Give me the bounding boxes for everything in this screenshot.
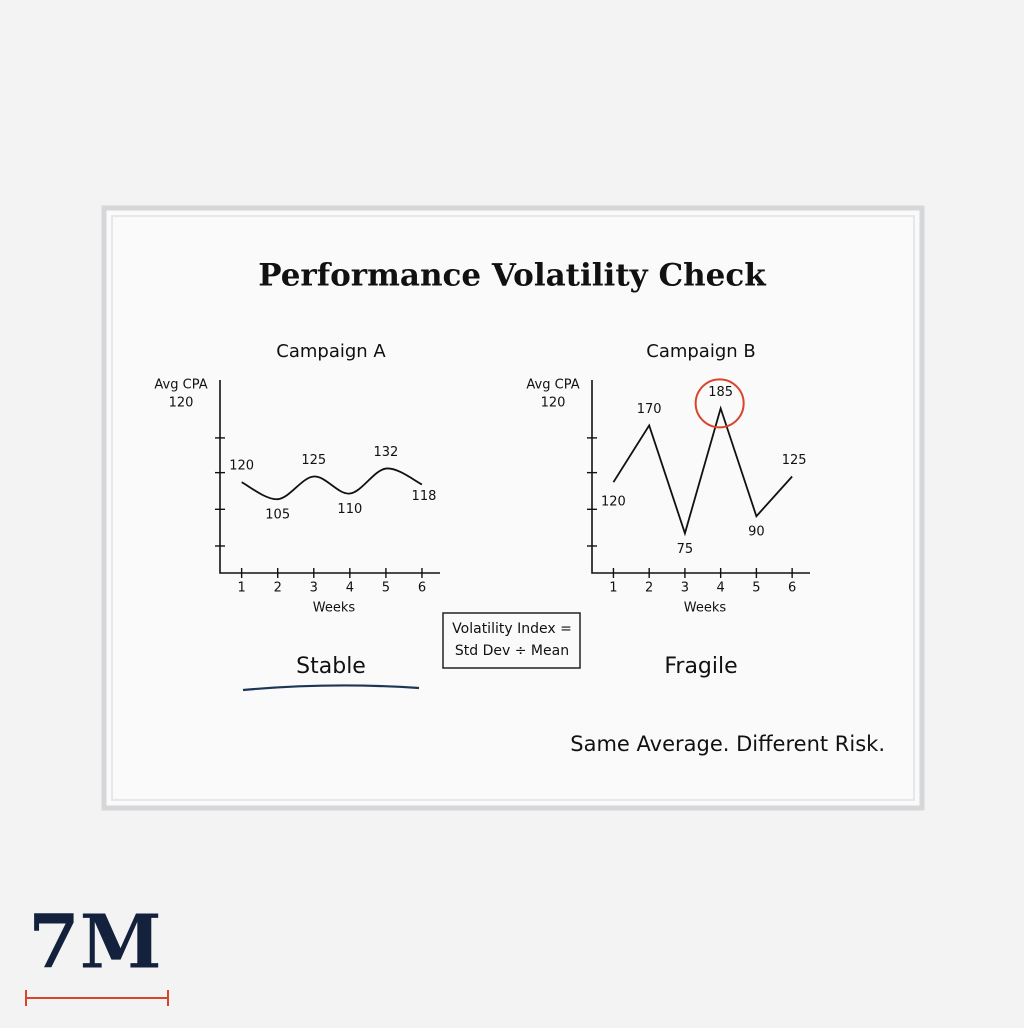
- x-tick-label: 5: [382, 581, 390, 596]
- data-label: 132: [373, 445, 398, 460]
- verdict: Fragile: [664, 654, 737, 679]
- logo-rule: [25, 990, 169, 1006]
- axes: [219, 380, 440, 574]
- y-axis-label: 120: [541, 396, 566, 411]
- x-tick-label: 6: [788, 581, 796, 596]
- data-label: 90: [748, 525, 765, 540]
- x-tick-label: 3: [681, 581, 689, 596]
- formula-line: Volatility Index =: [452, 621, 572, 637]
- verdict: Stable: [296, 654, 366, 679]
- board-inner-edge: [111, 215, 915, 801]
- verdict-underline: [242, 684, 420, 692]
- x-tick-label: 1: [237, 581, 245, 596]
- data-label: 118: [412, 489, 437, 504]
- data-line: [612, 405, 793, 537]
- x-tick-label: 6: [418, 581, 426, 596]
- data-label: 170: [637, 402, 662, 417]
- logo: 7M: [28, 900, 161, 986]
- chart-title: Campaign A: [276, 341, 386, 362]
- data-label: 110: [337, 502, 362, 517]
- y-axis-label: Avg CPA: [154, 378, 207, 393]
- y-axis-label: 120: [169, 396, 194, 411]
- whiteboard: [101, 205, 925, 811]
- x-tick-label: 2: [274, 581, 282, 596]
- x-tick-label: 1: [609, 581, 617, 596]
- x-tick-label: 5: [752, 581, 760, 596]
- data-label: 75: [677, 542, 694, 557]
- data-label: 185: [708, 385, 733, 400]
- axes: [591, 380, 810, 574]
- data-line: [241, 467, 423, 501]
- board-title: Performance Volatility Check: [258, 258, 767, 294]
- tagline: Same Average. Different Risk.: [570, 732, 885, 756]
- x-tick-label: 4: [717, 581, 725, 596]
- x-tick-label: 4: [346, 581, 354, 596]
- chart-title: Campaign B: [646, 341, 756, 362]
- x-axis-label: Weeks: [313, 601, 356, 616]
- data-label: 125: [782, 453, 807, 468]
- data-label: 125: [301, 453, 326, 468]
- formula-box: [442, 612, 581, 669]
- formula-line: Std Dev ÷ Mean: [455, 643, 569, 659]
- x-axis-label: Weeks: [684, 601, 727, 616]
- x-tick-label: 3: [310, 581, 318, 596]
- x-tick-label: 2: [645, 581, 653, 596]
- y-axis-label: Avg CPA: [526, 378, 579, 393]
- highlight-circle: [694, 378, 745, 429]
- data-label: 120: [229, 459, 254, 474]
- data-label: 120: [601, 495, 626, 510]
- data-label: 105: [265, 508, 290, 523]
